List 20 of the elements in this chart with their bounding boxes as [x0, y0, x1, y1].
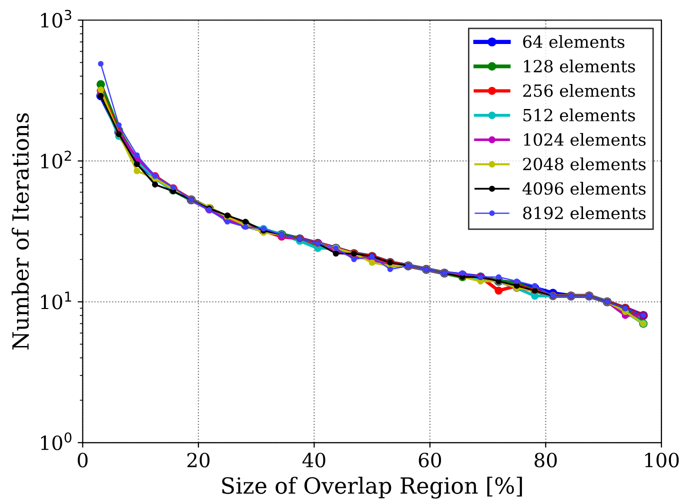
- x-tick-label: 20: [187, 452, 210, 468]
- legend-label: 1024 elements: [524, 132, 646, 146]
- legend-label: 4096 elements: [522, 182, 646, 195]
- legend-label: 8192 elements: [523, 206, 646, 220]
- legend-label: 2048 elements: [523, 157, 646, 170]
- y-tick-label: 10$^{1}$: [41, 292, 72, 310]
- y-axis-title: Number of Iterations: [12, 113, 29, 350]
- x-tick-label: 0: [78, 452, 88, 468]
- legend-label: 64 elements: [523, 35, 624, 48]
- x-tick-label: 60: [418, 452, 442, 468]
- y-tick-label: 10$^{3}$: [41, 10, 72, 28]
- y-tick-label: 10$^{0}$: [41, 432, 72, 450]
- x-tick-label: 40: [302, 452, 326, 468]
- legend-label: 512 elements: [523, 108, 635, 122]
- legend-label: 128 elements: [524, 60, 635, 72]
- x-tick-label: 100: [645, 452, 679, 468]
- legend-label: 256 elements: [523, 84, 635, 97]
- x-axis-title: Size of Overlap Region [%]: [222, 476, 522, 499]
- y-tick-label: 10$^{2}$: [41, 150, 71, 168]
- x-tick-label: 80: [534, 452, 557, 468]
